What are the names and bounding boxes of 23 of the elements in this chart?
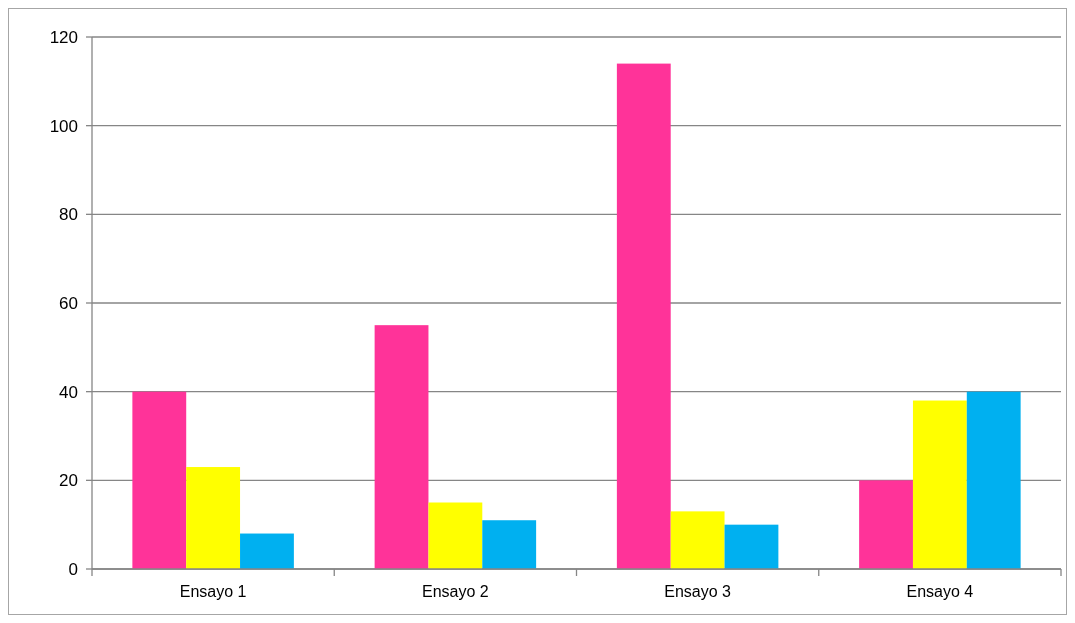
bar — [240, 533, 294, 569]
bar — [132, 391, 187, 569]
bar — [859, 480, 913, 569]
y-tick-label: 20 — [59, 471, 78, 491]
bar — [966, 391, 1021, 569]
x-tick-label: Ensayo 1 — [179, 583, 247, 600]
bar — [912, 400, 967, 569]
y-tick-label: 80 — [59, 205, 78, 225]
y-tick-label: 0 — [68, 559, 78, 579]
bar — [186, 467, 241, 569]
y-tick-label: 60 — [59, 293, 78, 313]
x-tick-label: Ensayo 3 — [664, 583, 732, 600]
bar — [482, 520, 537, 569]
bar — [670, 511, 725, 569]
y-tick-label: 100 — [49, 116, 78, 136]
bar — [374, 325, 429, 569]
y-tick-label: 120 — [49, 27, 78, 47]
bar — [428, 502, 483, 569]
y-tick-label: 40 — [59, 382, 78, 402]
bar — [724, 524, 779, 569]
x-tick-label: Ensayo 4 — [906, 583, 974, 600]
x-tick-label: Ensayo 2 — [422, 583, 489, 600]
bar — [616, 63, 671, 569]
